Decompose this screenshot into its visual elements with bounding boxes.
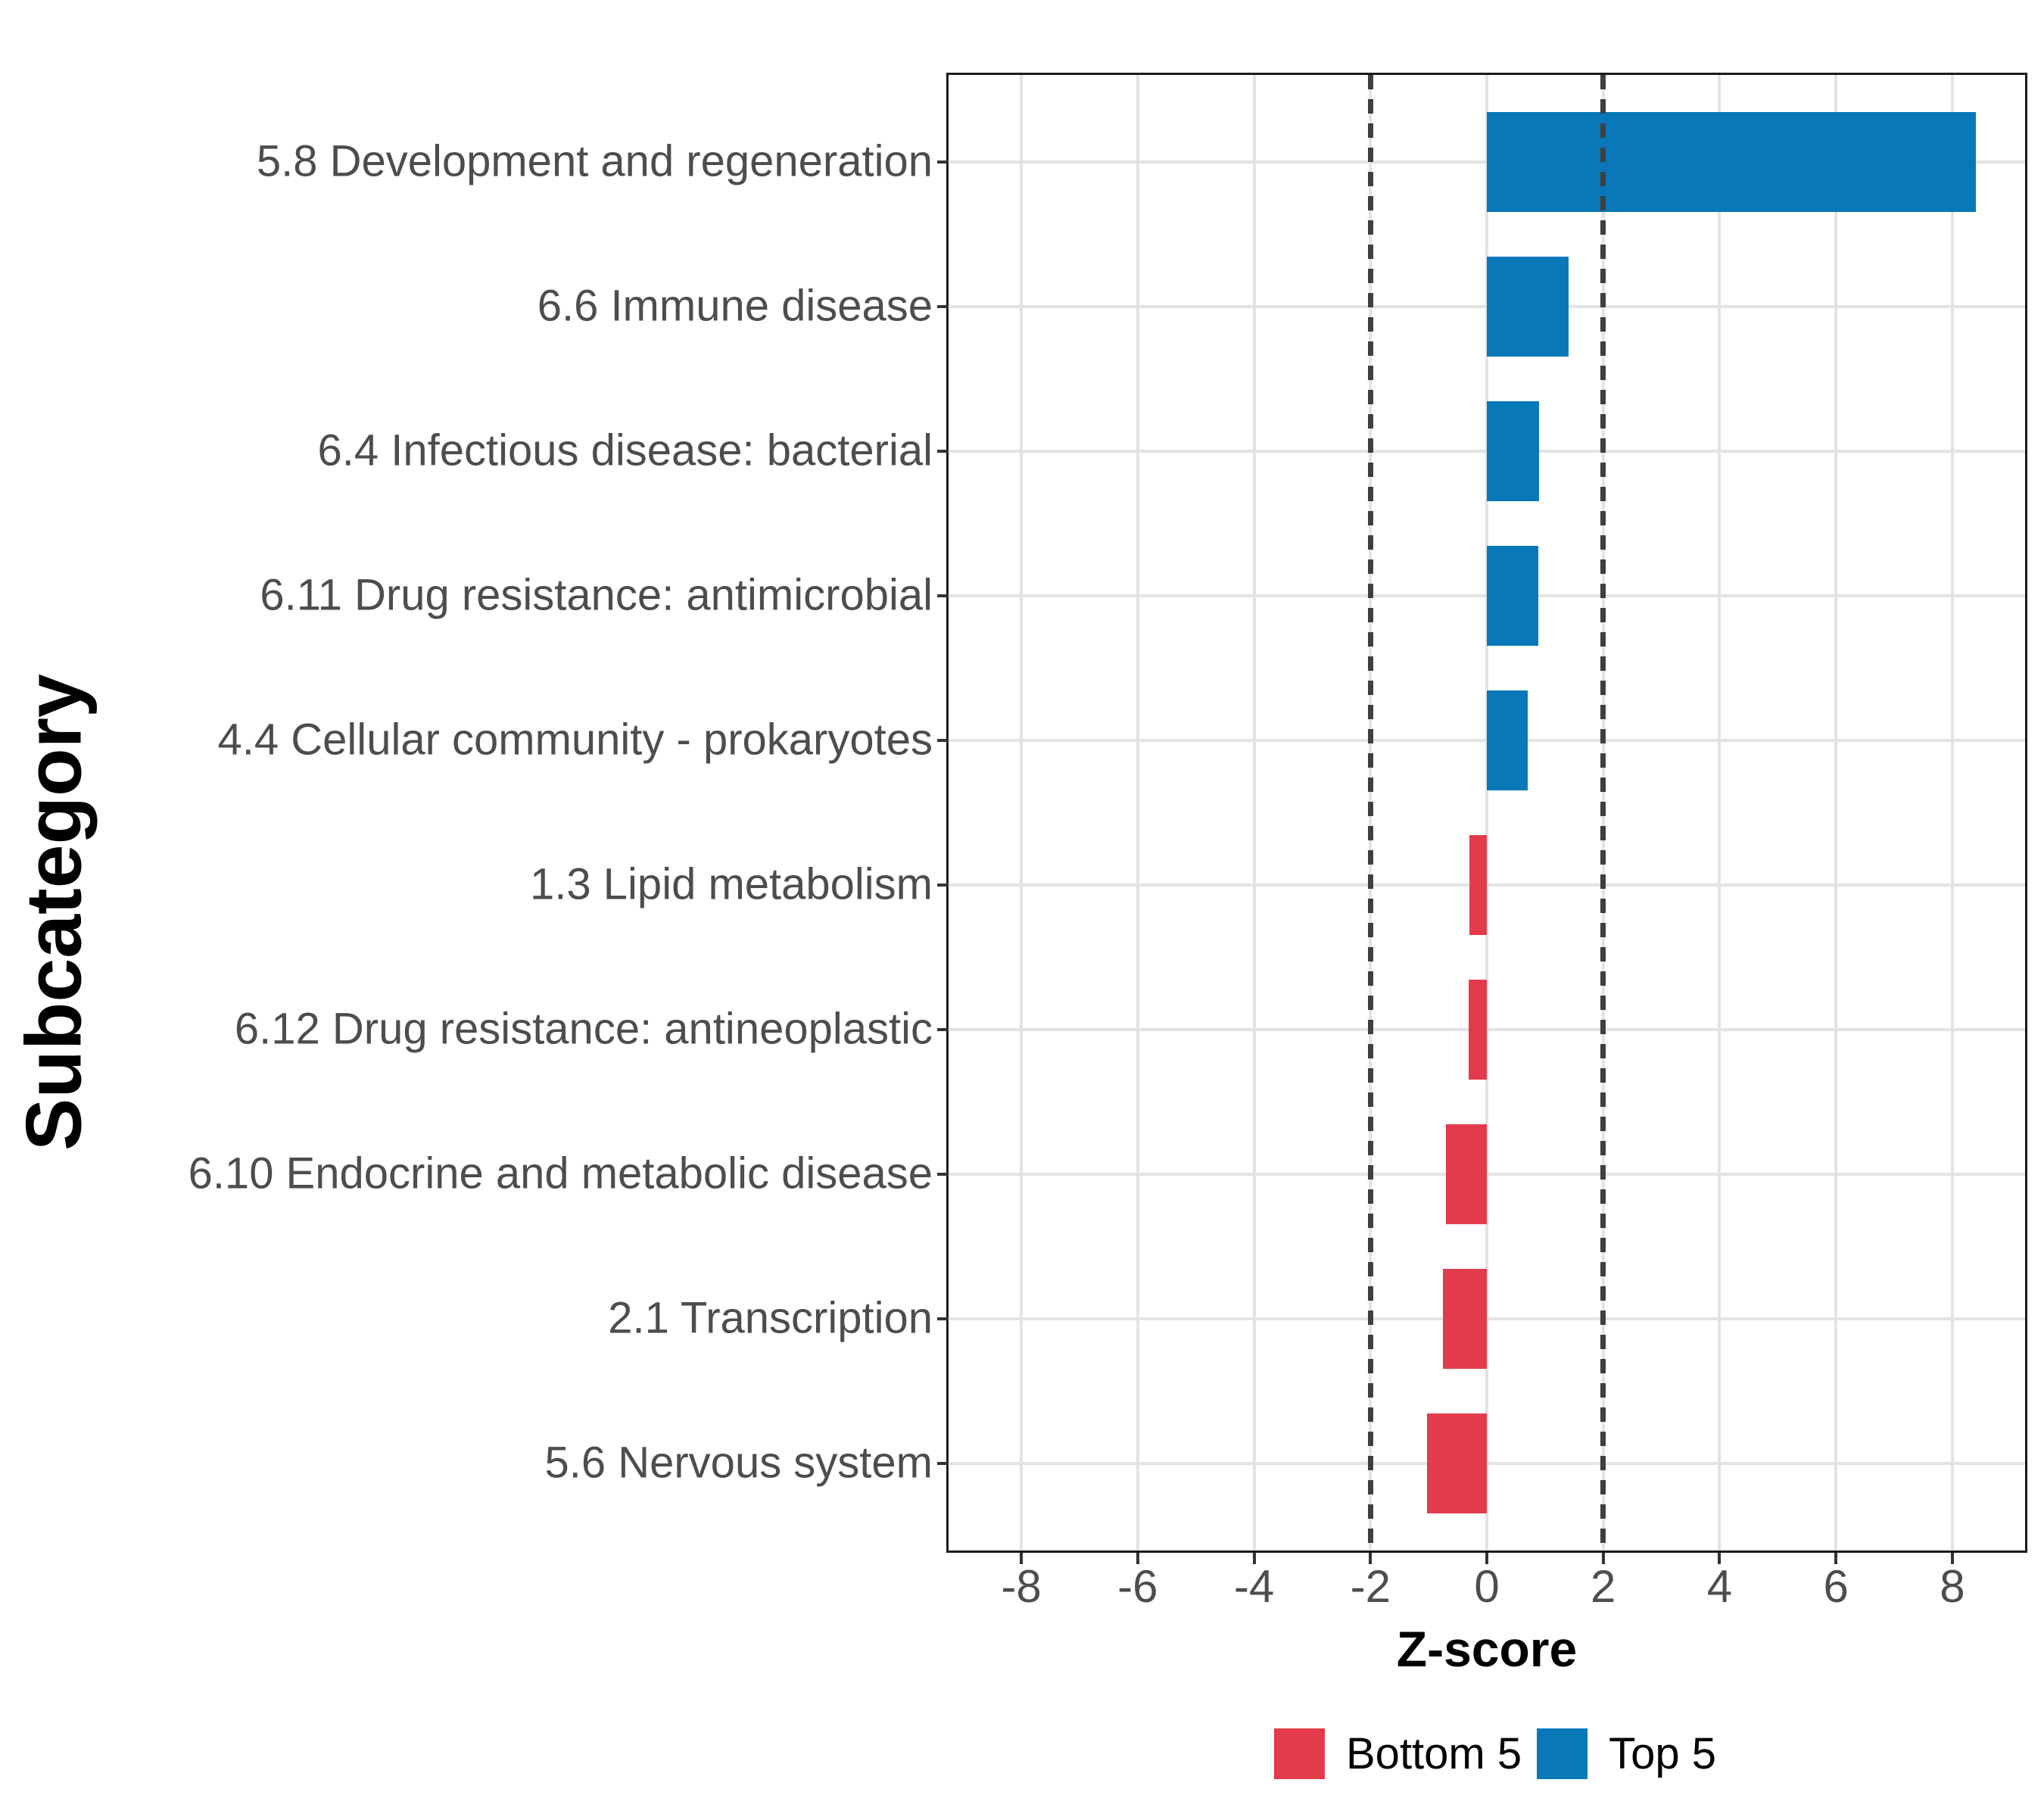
category-label: 6.11 Drug resistance: antimicrobial [260, 570, 933, 620]
bar-negative [1446, 1124, 1487, 1225]
x-tick-label: -8 [1001, 1561, 1042, 1612]
category-label: 6.10 Endocrine and metabolic disease [188, 1148, 933, 1198]
x-tick-label: 6 [1823, 1561, 1849, 1612]
x-axis-title: Z-score [1396, 1621, 1578, 1677]
reference-line [1367, 75, 1373, 1551]
y-axis-tick [937, 884, 949, 887]
y-axis-tick [937, 1028, 949, 1032]
plot-panel [946, 73, 2027, 1553]
category-label: 4.4 Cellular community - prokaryotes [217, 715, 933, 765]
y-axis-title: Subcategory [10, 674, 98, 1151]
y-axis-tick [937, 738, 949, 742]
x-tick-label: -4 [1233, 1561, 1275, 1612]
x-tick-label: 4 [1706, 1561, 1733, 1612]
legend-item-top5: Top 5 [1537, 1728, 1716, 1779]
y-axis-tick [937, 594, 949, 597]
x-axis-tick [1369, 1553, 1373, 1564]
x-axis-tick [1950, 1553, 1954, 1564]
bar-positive [1487, 690, 1528, 790]
x-axis-tick [1485, 1553, 1488, 1564]
horizontal-gridline [949, 1028, 2025, 1032]
vertical-gridline [1718, 75, 1722, 1551]
legend-label-bottom5: Bottom 5 [1346, 1729, 1522, 1778]
category-label: 2.1 Transcription [608, 1293, 933, 1343]
bar-negative [1426, 1413, 1487, 1514]
x-axis-tick [1252, 1553, 1256, 1564]
horizontal-gridline [949, 1462, 2025, 1466]
x-axis-tick [1718, 1553, 1722, 1564]
category-label: 1.3 Lipid metabolism [530, 859, 933, 909]
x-tick-label: 2 [1591, 1561, 1616, 1612]
bar-positive [1487, 111, 1976, 212]
legend-swatch-bottom5 [1274, 1728, 1325, 1779]
x-axis-tick [1834, 1553, 1838, 1564]
y-axis-tick [937, 1462, 949, 1466]
bar-positive [1487, 400, 1540, 501]
legend-item-bottom5: Bottom 5 [1274, 1728, 1522, 1779]
category-label: 5.6 Nervous system [544, 1438, 933, 1488]
bar-positive [1487, 256, 1569, 357]
x-axis-tick [1601, 1553, 1605, 1564]
vertical-gridline [1020, 75, 1024, 1551]
bar-positive [1487, 545, 1538, 646]
category-label: 6.12 Drug resistance: antineoplastic [234, 1004, 933, 1054]
category-label: 6.6 Immune disease [537, 281, 933, 331]
x-axis-tick [1136, 1553, 1139, 1564]
reference-line [1600, 75, 1606, 1551]
x-tick-label: 8 [1940, 1561, 1965, 1612]
y-axis-tick [937, 160, 949, 164]
legend-label-top5: Top 5 [1609, 1729, 1717, 1778]
vertical-gridline [1834, 75, 1838, 1551]
y-axis-tick [937, 304, 949, 308]
horizontal-gridline [949, 1173, 2025, 1177]
y-axis-tick [937, 449, 949, 453]
x-tick-label: -6 [1117, 1561, 1158, 1612]
vertical-gridline [1950, 75, 1954, 1551]
bar-negative [1469, 980, 1487, 1080]
vertical-gridline [1136, 75, 1139, 1551]
vertical-gridline [1485, 75, 1488, 1551]
category-label: 6.4 Infectious disease: bacterial [317, 425, 933, 475]
y-axis-tick [937, 1317, 949, 1321]
legend-swatch-top5 [1537, 1728, 1588, 1779]
vertical-gridline [1252, 75, 1256, 1551]
category-label: 5.8 Development and regeneration [256, 136, 933, 186]
horizontal-gridline [949, 884, 2025, 887]
horizontal-gridline [949, 1317, 2025, 1321]
x-tick-label: 0 [1474, 1561, 1500, 1612]
bar-negative [1469, 835, 1487, 935]
bar-negative [1442, 1269, 1487, 1370]
x-tick-label: -2 [1350, 1561, 1391, 1612]
y-axis-tick [937, 1173, 949, 1177]
legend: Bottom 5 Top 5 [1274, 1728, 1716, 1779]
x-axis-tick [1020, 1553, 1024, 1564]
